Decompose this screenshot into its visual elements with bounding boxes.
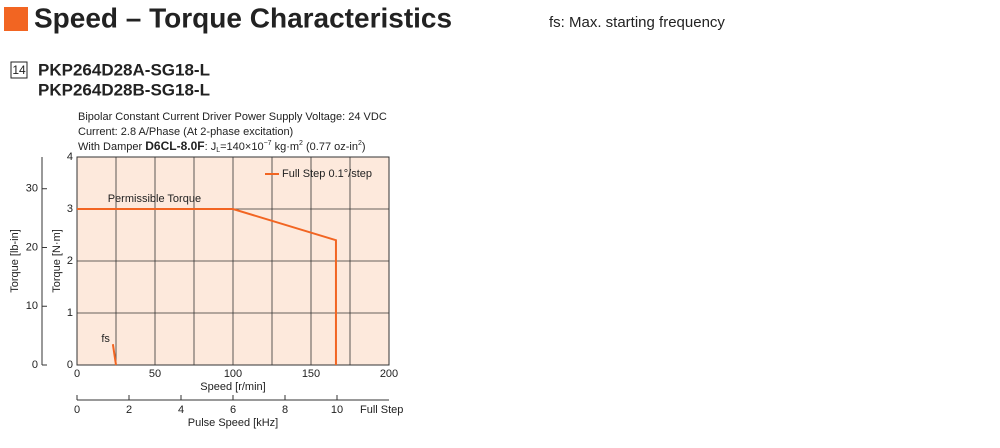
title-marker bbox=[4, 7, 28, 31]
x-tick-label: 200 bbox=[380, 368, 398, 380]
damper-part: D6CL-8.0F bbox=[145, 139, 204, 153]
damper-part: ) bbox=[362, 141, 366, 153]
annotation: Permissible Torque bbox=[108, 193, 201, 205]
x2-axis-label: Pulse Speed [kHz] bbox=[188, 417, 279, 429]
x2-tick-label: 10 bbox=[331, 404, 343, 416]
damper-part: =140×10 bbox=[220, 141, 263, 153]
x-tick-label: 150 bbox=[302, 368, 320, 380]
torque-curve bbox=[77, 208, 337, 365]
damper-part: 2 bbox=[299, 140, 303, 147]
title: Speed – Torque Characteristics bbox=[34, 2, 452, 33]
y-tick-label: 1 bbox=[67, 307, 73, 319]
model-name: PKP264D28B-SG18-L bbox=[38, 80, 210, 99]
plot-frame bbox=[76, 156, 390, 366]
damper-part: : J bbox=[205, 141, 217, 153]
damper-part: L bbox=[216, 147, 220, 154]
model-name: PKP264D28A-SG18-L bbox=[38, 60, 210, 79]
x-tick-label: 50 bbox=[149, 368, 161, 380]
x-tick-label: 0 bbox=[74, 368, 80, 380]
y2-tick-label: 0 bbox=[32, 359, 38, 371]
y2-tick-label: 30 bbox=[26, 183, 38, 195]
model-number-box bbox=[10, 61, 28, 79]
y-tick-label: 3 bbox=[67, 203, 73, 215]
y2-tick-label: 20 bbox=[26, 241, 38, 253]
x2-tick-label: 6 bbox=[230, 404, 236, 416]
x-tick-label: 100 bbox=[224, 368, 242, 380]
model-number: 14 bbox=[12, 63, 26, 77]
y2-axis-label: Torque [lb-in] bbox=[9, 229, 21, 293]
y2-tick-label: 10 bbox=[26, 300, 38, 312]
y-tick-label: 4 bbox=[67, 151, 73, 163]
y-tick-label: 2 bbox=[67, 255, 73, 267]
y-tick-label: 0 bbox=[67, 359, 73, 371]
x2-note: Full Step bbox=[360, 404, 403, 416]
condition: Bipolar Constant Current Driver Power Su… bbox=[78, 111, 387, 123]
condition: Current: 2.8 A/Phase (At 2-phase excitat… bbox=[78, 126, 293, 138]
x2-tick-label: 2 bbox=[126, 404, 132, 416]
x2-tick-label: 0 bbox=[74, 404, 80, 416]
note: fs: Max. starting frequency bbox=[549, 14, 725, 31]
damper-part: With Damper bbox=[78, 141, 145, 153]
x2-tick-label: 8 bbox=[282, 404, 288, 416]
x2-tick-label: 4 bbox=[178, 404, 184, 416]
y-axis-label: Torque [N·m] bbox=[51, 229, 63, 293]
damper-condition: With Damper D6CL-8.0F: JL=140×10−7 kg·m2… bbox=[78, 139, 366, 154]
x-axis-label: Speed [r/min] bbox=[200, 381, 265, 393]
legend-label: Full Step 0.1°/step bbox=[282, 168, 372, 180]
damper-part: (0.77 oz-in bbox=[303, 141, 358, 153]
damper-part: −7 bbox=[264, 140, 272, 147]
fs-marker bbox=[111, 344, 117, 366]
damper-part: kg·m bbox=[272, 141, 300, 153]
fs-label: fs bbox=[101, 333, 110, 345]
damper-part: 2 bbox=[358, 140, 362, 147]
